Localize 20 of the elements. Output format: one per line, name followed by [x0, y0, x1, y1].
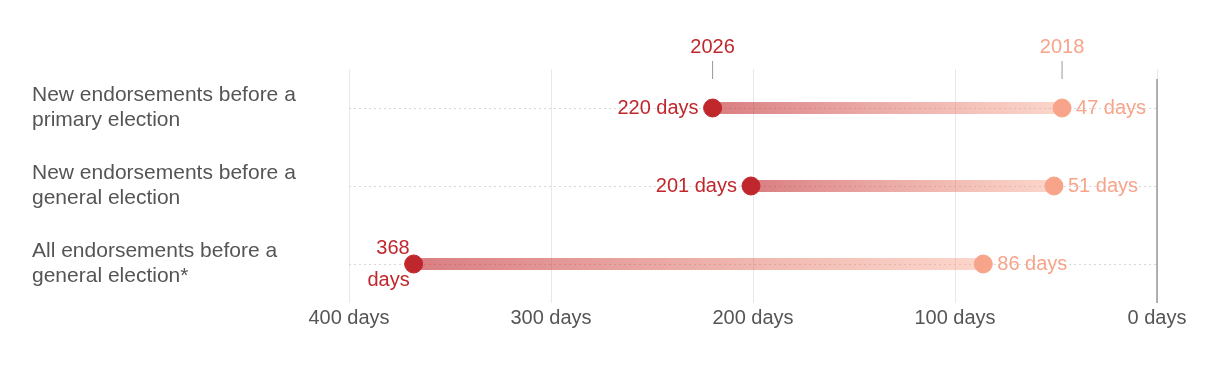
- text: 2026: [690, 35, 735, 57]
- data-label: 220 days: [617, 95, 699, 118]
- point: [741, 176, 761, 196]
- data-label: 51 days: [1067, 173, 1139, 196]
- data-label: 368 days: [367, 235, 410, 290]
- x-tick-label: 300 days: [510, 305, 592, 328]
- point: [1044, 176, 1064, 196]
- text: 2018: [1039, 35, 1085, 57]
- point: [1052, 98, 1072, 118]
- x-tick-label: 200 days: [712, 305, 794, 328]
- y-tick-label: All endorsements before a general election*: [32, 238, 278, 287]
- data-label: 86 days: [997, 251, 1068, 274]
- y-tick-label: New endorsements before a primary election: [32, 82, 297, 131]
- y-tick-label: New endorsements before a general election: [32, 160, 297, 209]
- x-tick-label: 0 days: [1127, 305, 1187, 328]
- x-tick-label: 400 days: [308, 305, 390, 328]
- data-label: 47 days: [1076, 95, 1147, 118]
- x-tick-label: 100 days: [914, 305, 996, 328]
- data-label: 201 days: [655, 173, 737, 196]
- point: [703, 98, 723, 118]
